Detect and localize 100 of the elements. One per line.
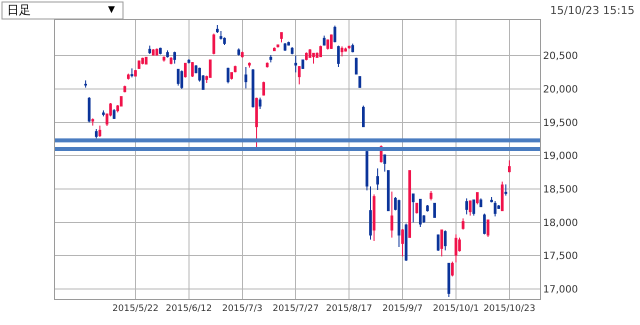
x-tick-label: 2015/10/23 bbox=[483, 304, 536, 314]
y-tick-label: 19,500 bbox=[543, 118, 578, 129]
candlestick bbox=[94, 128, 98, 139]
candlestick bbox=[454, 234, 458, 263]
candlestick bbox=[159, 47, 162, 55]
candlestick bbox=[240, 51, 244, 58]
candlestick bbox=[398, 199, 400, 248]
candlestick bbox=[440, 229, 444, 257]
candlestick bbox=[84, 80, 87, 88]
x-tick-label: 2015/7/27 bbox=[272, 304, 319, 314]
candlestick bbox=[226, 67, 230, 84]
candlestick bbox=[188, 58, 190, 64]
candlestick bbox=[468, 200, 472, 216]
candlestick bbox=[404, 223, 408, 262]
candlestick bbox=[170, 56, 172, 65]
candlestick bbox=[134, 70, 137, 77]
candlestick bbox=[483, 213, 486, 235]
candlestick bbox=[436, 234, 440, 252]
x-tick-label: 2015/10/1 bbox=[432, 304, 480, 314]
candlestick bbox=[358, 76, 362, 88]
candlestick bbox=[426, 204, 429, 212]
candlestick bbox=[294, 55, 298, 73]
candlestick bbox=[152, 48, 155, 56]
x-tick-label: 2015/7/3 bbox=[222, 304, 263, 314]
candlestick bbox=[462, 218, 464, 230]
candlestick bbox=[326, 38, 330, 50]
candlestick bbox=[290, 46, 294, 55]
candlestick bbox=[351, 43, 354, 53]
candlestick bbox=[180, 70, 184, 90]
y-tick-label: 17,000 bbox=[543, 284, 578, 296]
candlestick bbox=[176, 68, 180, 86]
candlestick bbox=[255, 97, 258, 148]
y-tick-label: 19,000 bbox=[543, 151, 578, 162]
candlestick bbox=[508, 160, 511, 173]
candlestick bbox=[258, 97, 262, 110]
candlestick bbox=[102, 110, 105, 117]
candlestick bbox=[173, 51, 176, 64]
candlestick bbox=[390, 191, 394, 238]
candlestick bbox=[386, 170, 390, 212]
candlestick bbox=[465, 198, 468, 215]
candlestick bbox=[148, 45, 152, 54]
candlestick bbox=[98, 125, 102, 138]
candlestick bbox=[212, 33, 216, 55]
candlestick bbox=[112, 108, 116, 120]
x-tick-label: 2015/5/22 bbox=[112, 304, 159, 314]
candlestick bbox=[141, 57, 144, 65]
text: 15/10/23 15:15 bbox=[550, 4, 635, 17]
candlestick bbox=[330, 34, 333, 50]
candlestick bbox=[344, 47, 347, 52]
candlestick bbox=[340, 46, 344, 57]
candlestick bbox=[472, 199, 476, 216]
candlestick bbox=[298, 66, 301, 85]
candlestick bbox=[348, 45, 351, 50]
candlestick bbox=[369, 186, 372, 240]
candlestick bbox=[337, 45, 340, 68]
candlestick bbox=[383, 154, 386, 172]
candlestick bbox=[252, 68, 254, 108]
candlestick bbox=[280, 32, 283, 43]
candlestick bbox=[476, 192, 479, 205]
x-tick-label: 2015/8/17 bbox=[326, 304, 372, 314]
candlestick bbox=[334, 25, 336, 43]
candlestick bbox=[408, 170, 412, 238]
candlestick bbox=[451, 261, 454, 277]
candlestick bbox=[504, 184, 508, 196]
y-tick-label: 17,500 bbox=[543, 251, 578, 262]
candlestick bbox=[418, 198, 422, 228]
candlestick bbox=[88, 96, 91, 123]
candlestick bbox=[269, 54, 272, 63]
candlestick bbox=[444, 230, 447, 251]
y-tick-label: 20,500 bbox=[543, 51, 578, 62]
candlestick bbox=[486, 219, 490, 238]
candlestick bbox=[480, 198, 482, 208]
x-tick-label: 2015/6/12 bbox=[166, 304, 212, 314]
candlestick bbox=[237, 48, 240, 56]
candlestick bbox=[130, 68, 134, 78]
candlestick bbox=[123, 85, 126, 93]
candlestick bbox=[305, 52, 308, 61]
text: ▼ bbox=[108, 5, 115, 15]
candlestick bbox=[162, 56, 166, 62]
candlestick bbox=[138, 60, 140, 70]
candlestick bbox=[191, 62, 194, 78]
y-tick-label: 18,500 bbox=[543, 184, 578, 196]
candlestick bbox=[354, 57, 358, 75]
candlestick bbox=[362, 105, 365, 128]
candlestick bbox=[248, 62, 251, 68]
candlestick bbox=[244, 66, 248, 89]
y-tick-label: 20,000 bbox=[543, 84, 578, 96]
candlestick bbox=[372, 194, 376, 242]
candlestick bbox=[319, 45, 322, 58]
x-tick-label: 2015/9/7 bbox=[382, 304, 423, 314]
candlestick bbox=[284, 42, 286, 52]
candlestick bbox=[262, 81, 266, 96]
text: 日足 bbox=[7, 3, 31, 17]
candlestick bbox=[276, 44, 280, 48]
y-tick-label: 18,000 bbox=[543, 218, 578, 229]
candlestick bbox=[412, 193, 415, 223]
candlestick bbox=[401, 228, 404, 257]
candlestick bbox=[494, 200, 496, 217]
candlestick bbox=[91, 118, 94, 126]
candlestick bbox=[166, 50, 169, 58]
